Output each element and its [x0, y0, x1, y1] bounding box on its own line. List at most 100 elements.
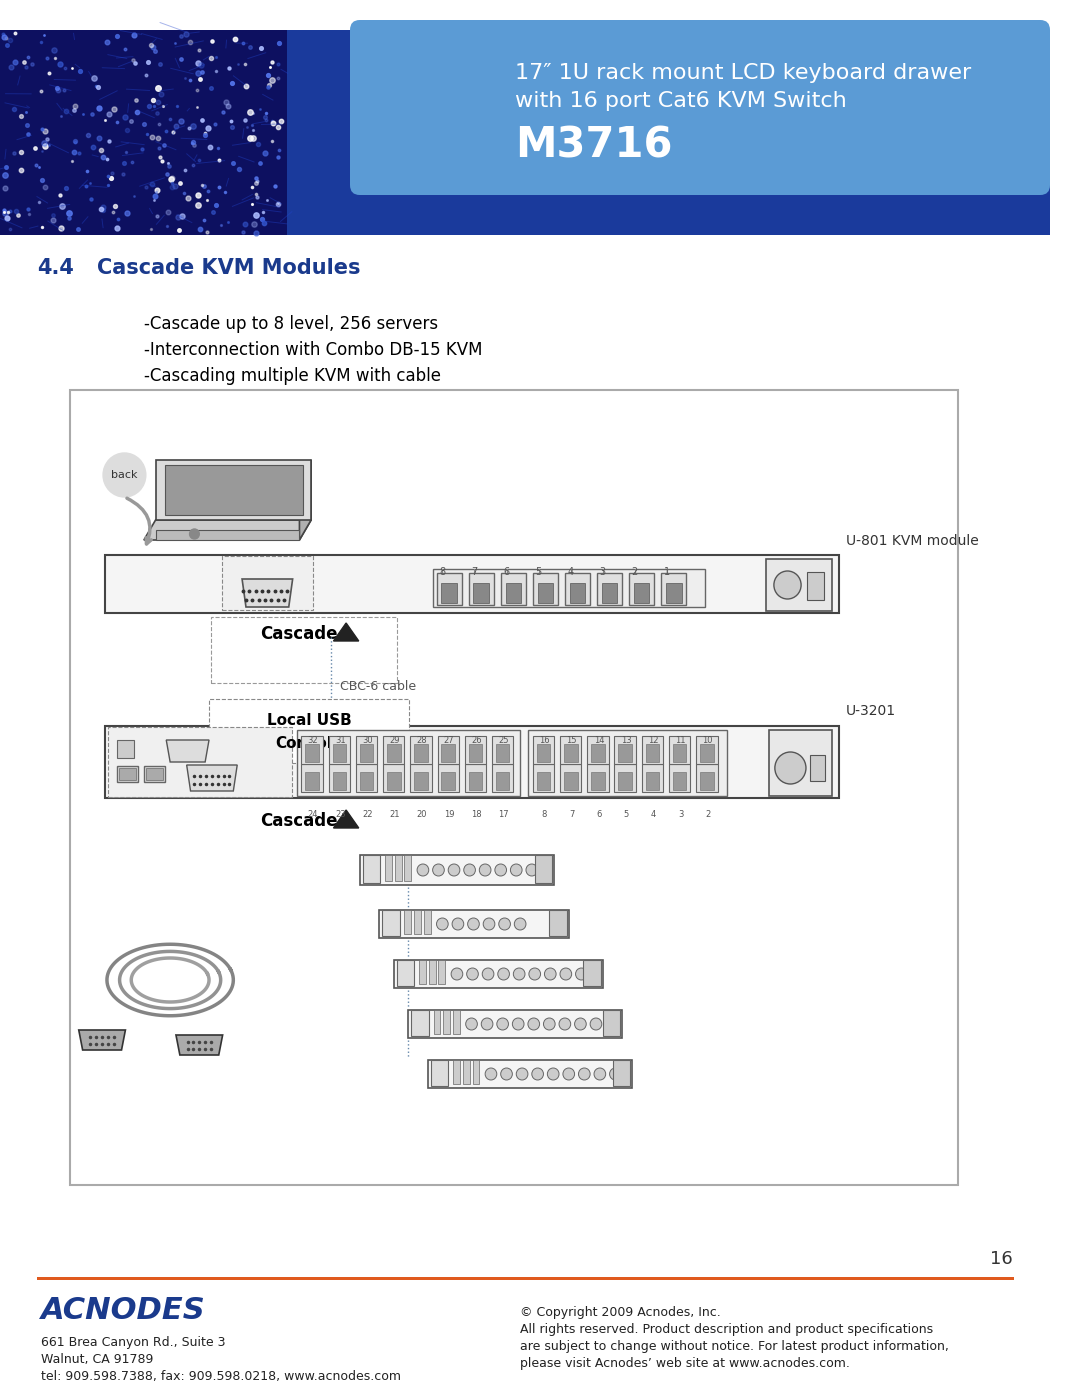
Bar — [766, 559, 833, 610]
Bar — [384, 855, 392, 882]
Bar — [306, 773, 319, 789]
Text: © Copyright 2009 Acnodes, Inc.: © Copyright 2009 Acnodes, Inc. — [521, 1306, 720, 1319]
Circle shape — [576, 968, 588, 981]
Bar — [37, 1277, 1014, 1280]
Circle shape — [483, 918, 495, 930]
Bar — [382, 909, 400, 936]
Bar — [394, 960, 603, 988]
Bar — [697, 736, 717, 764]
Bar — [437, 736, 459, 764]
Bar — [591, 773, 605, 789]
Circle shape — [528, 1018, 540, 1030]
Text: -Cascade up to 8 level, 256 servers: -Cascade up to 8 level, 256 servers — [144, 314, 438, 332]
Bar — [564, 773, 578, 789]
Bar — [404, 855, 411, 882]
Bar — [473, 583, 489, 604]
Bar — [105, 555, 839, 613]
Bar — [532, 764, 554, 792]
Bar — [414, 745, 428, 761]
Circle shape — [548, 1067, 559, 1080]
Bar — [414, 773, 428, 789]
Circle shape — [448, 863, 460, 876]
Text: 32: 32 — [308, 736, 319, 745]
Text: 2: 2 — [705, 810, 711, 819]
Text: 18: 18 — [471, 810, 482, 819]
Text: Local USB
Console: Local USB Console — [267, 714, 352, 750]
Bar — [561, 764, 581, 792]
Bar — [431, 1060, 448, 1085]
Bar — [442, 773, 455, 789]
Circle shape — [463, 863, 475, 876]
Bar — [394, 855, 402, 882]
Circle shape — [575, 1018, 586, 1030]
Bar — [492, 764, 513, 792]
Bar — [411, 1010, 429, 1037]
Text: back: back — [111, 469, 137, 481]
Circle shape — [512, 1018, 524, 1030]
Bar — [697, 764, 717, 792]
Bar — [379, 909, 569, 937]
Text: 5: 5 — [536, 567, 542, 577]
Bar — [119, 768, 136, 780]
Text: -Interconnection with Combo DB-15 KVM: -Interconnection with Combo DB-15 KVM — [144, 341, 483, 359]
Bar — [591, 745, 605, 761]
Polygon shape — [299, 460, 311, 541]
Circle shape — [103, 453, 146, 497]
Text: 25: 25 — [498, 736, 509, 745]
Polygon shape — [156, 460, 311, 520]
Circle shape — [501, 1067, 512, 1080]
Bar — [387, 773, 401, 789]
Bar — [700, 745, 714, 761]
Bar — [537, 773, 551, 789]
Text: 16: 16 — [539, 736, 550, 745]
Text: 23: 23 — [335, 810, 346, 819]
Text: 661 Brea Canyon Rd., Suite 3: 661 Brea Canyon Rd., Suite 3 — [41, 1336, 226, 1350]
Circle shape — [483, 968, 494, 981]
Bar — [561, 736, 581, 764]
Text: U-801 KVM module: U-801 KVM module — [846, 534, 978, 548]
Bar — [419, 960, 426, 983]
Circle shape — [543, 1018, 555, 1030]
Bar — [807, 571, 824, 599]
Text: 30: 30 — [362, 736, 373, 745]
FancyBboxPatch shape — [221, 556, 313, 610]
Text: 24: 24 — [308, 810, 319, 819]
Bar — [363, 855, 380, 883]
Text: 17″ 1U rack mount LCD keyboard drawer
with 16 port Cat6 KVM Switch: 17″ 1U rack mount LCD keyboard drawer wi… — [515, 63, 972, 110]
Text: 7: 7 — [569, 810, 575, 819]
Bar — [612, 1060, 630, 1085]
Bar — [473, 1060, 480, 1084]
Polygon shape — [144, 520, 311, 541]
Bar — [505, 583, 522, 604]
Bar — [588, 736, 609, 764]
Bar — [615, 736, 636, 764]
Polygon shape — [156, 529, 299, 541]
Polygon shape — [79, 1030, 125, 1051]
Bar — [666, 583, 681, 604]
Bar — [603, 1010, 620, 1037]
Circle shape — [590, 1018, 602, 1030]
Text: 22: 22 — [362, 810, 373, 819]
Text: 12: 12 — [648, 736, 659, 745]
Circle shape — [480, 863, 491, 876]
Bar — [306, 745, 319, 761]
Text: 21: 21 — [390, 810, 400, 819]
Bar — [538, 583, 553, 604]
Bar — [535, 855, 552, 883]
Bar — [423, 909, 431, 935]
Text: 26: 26 — [471, 736, 482, 745]
Text: 11: 11 — [675, 736, 686, 745]
Bar — [532, 573, 558, 605]
Bar — [442, 745, 455, 761]
Bar — [532, 736, 554, 764]
Bar — [105, 726, 839, 798]
Bar — [810, 754, 825, 781]
Text: 8: 8 — [440, 567, 445, 577]
Circle shape — [497, 1018, 509, 1030]
Circle shape — [451, 968, 462, 981]
Text: 28: 28 — [417, 736, 428, 745]
Circle shape — [516, 1067, 528, 1080]
Bar — [669, 764, 690, 792]
Bar — [383, 764, 404, 792]
Bar — [433, 569, 705, 608]
